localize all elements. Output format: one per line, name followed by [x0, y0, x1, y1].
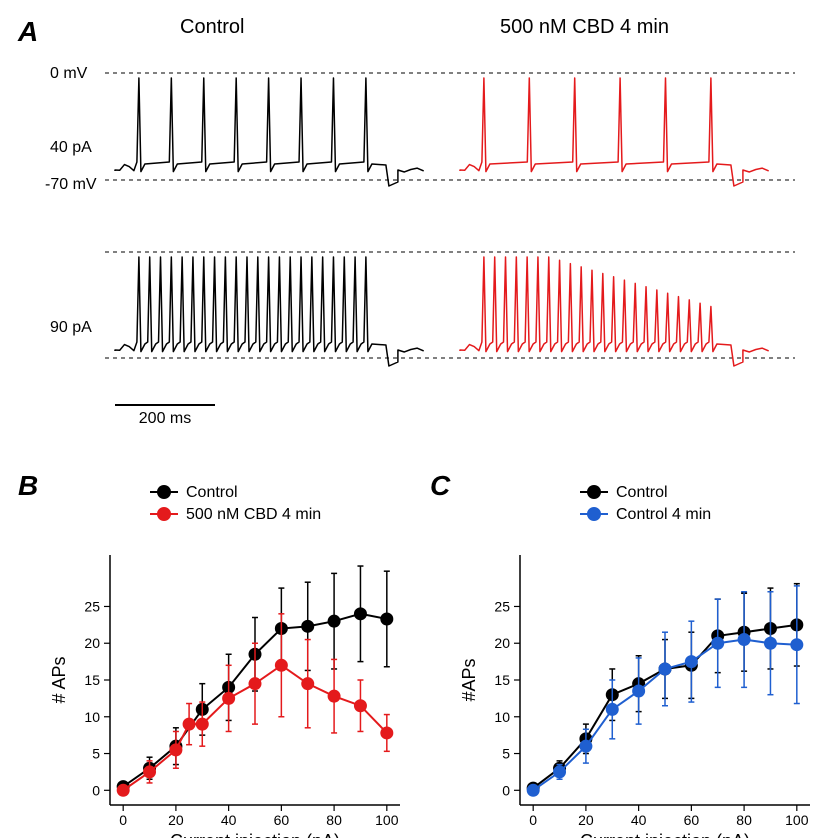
svg-text:0: 0 [529, 812, 537, 828]
panel-label-B: B [18, 470, 38, 502]
svg-text:80: 80 [326, 812, 342, 828]
svg-text:90 pA: 90 pA [50, 319, 92, 336]
svg-text:10: 10 [494, 709, 510, 725]
svg-text:#APs: #APs [459, 658, 479, 701]
svg-text:Control: Control [186, 484, 238, 501]
svg-text:Current injection (pA): Current injection (pA) [170, 831, 340, 838]
svg-text:15: 15 [84, 672, 100, 688]
svg-text:40 pA: 40 pA [50, 139, 92, 156]
panel-label-C: C [430, 470, 450, 502]
svg-text:10: 10 [84, 709, 100, 725]
svg-text:0: 0 [502, 782, 510, 798]
svg-text:40: 40 [631, 812, 647, 828]
svg-text:25: 25 [84, 598, 100, 614]
svg-text:Current injection (pA): Current injection (pA) [580, 831, 750, 838]
svg-text:-70 mV: -70 mV [45, 176, 97, 193]
svg-text:Control 4 min: Control 4 min [616, 506, 711, 523]
svg-text:0 mV: 0 mV [50, 65, 88, 82]
svg-text:Control: Control [616, 484, 668, 501]
svg-text:15: 15 [494, 672, 510, 688]
svg-text:500 nM CBD 4 min: 500 nM CBD 4 min [186, 506, 321, 523]
svg-text:5: 5 [502, 746, 510, 762]
svg-text:40: 40 [221, 812, 237, 828]
svg-text:100: 100 [375, 812, 399, 828]
svg-text:0: 0 [92, 782, 100, 798]
figure-root: A B C Control 500 nM CBD 4 min 0 mV40 pA… [0, 0, 828, 838]
panel-label-A: A [18, 16, 38, 48]
svg-text:80: 80 [736, 812, 752, 828]
svg-text:# APs: # APs [49, 656, 69, 703]
svg-text:100: 100 [785, 812, 809, 828]
svg-text:20: 20 [84, 635, 100, 651]
svg-text:200 ms: 200 ms [139, 410, 191, 427]
svg-text:5: 5 [92, 746, 100, 762]
svg-text:20: 20 [494, 635, 510, 651]
svg-text:0: 0 [119, 812, 127, 828]
svg-text:20: 20 [168, 812, 184, 828]
svg-text:25: 25 [494, 598, 510, 614]
svg-text:60: 60 [274, 812, 290, 828]
panelA-title-control: Control [180, 16, 244, 39]
svg-text:60: 60 [684, 812, 700, 828]
svg-text:20: 20 [578, 812, 594, 828]
panelA-title-cbd: 500 nM CBD 4 min [500, 16, 669, 39]
figure-svg: 0 mV40 pA-70 mV90 pA200 ms02040608010005… [0, 0, 828, 838]
